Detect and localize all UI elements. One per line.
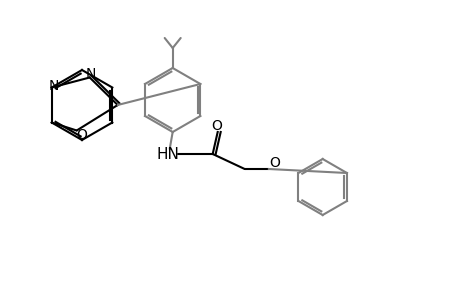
- Text: N: N: [48, 79, 59, 92]
- Text: O: O: [211, 119, 222, 133]
- Text: HN: HN: [156, 146, 179, 161]
- Text: O: O: [269, 156, 280, 170]
- Text: N: N: [85, 67, 95, 80]
- Text: O: O: [76, 128, 87, 142]
